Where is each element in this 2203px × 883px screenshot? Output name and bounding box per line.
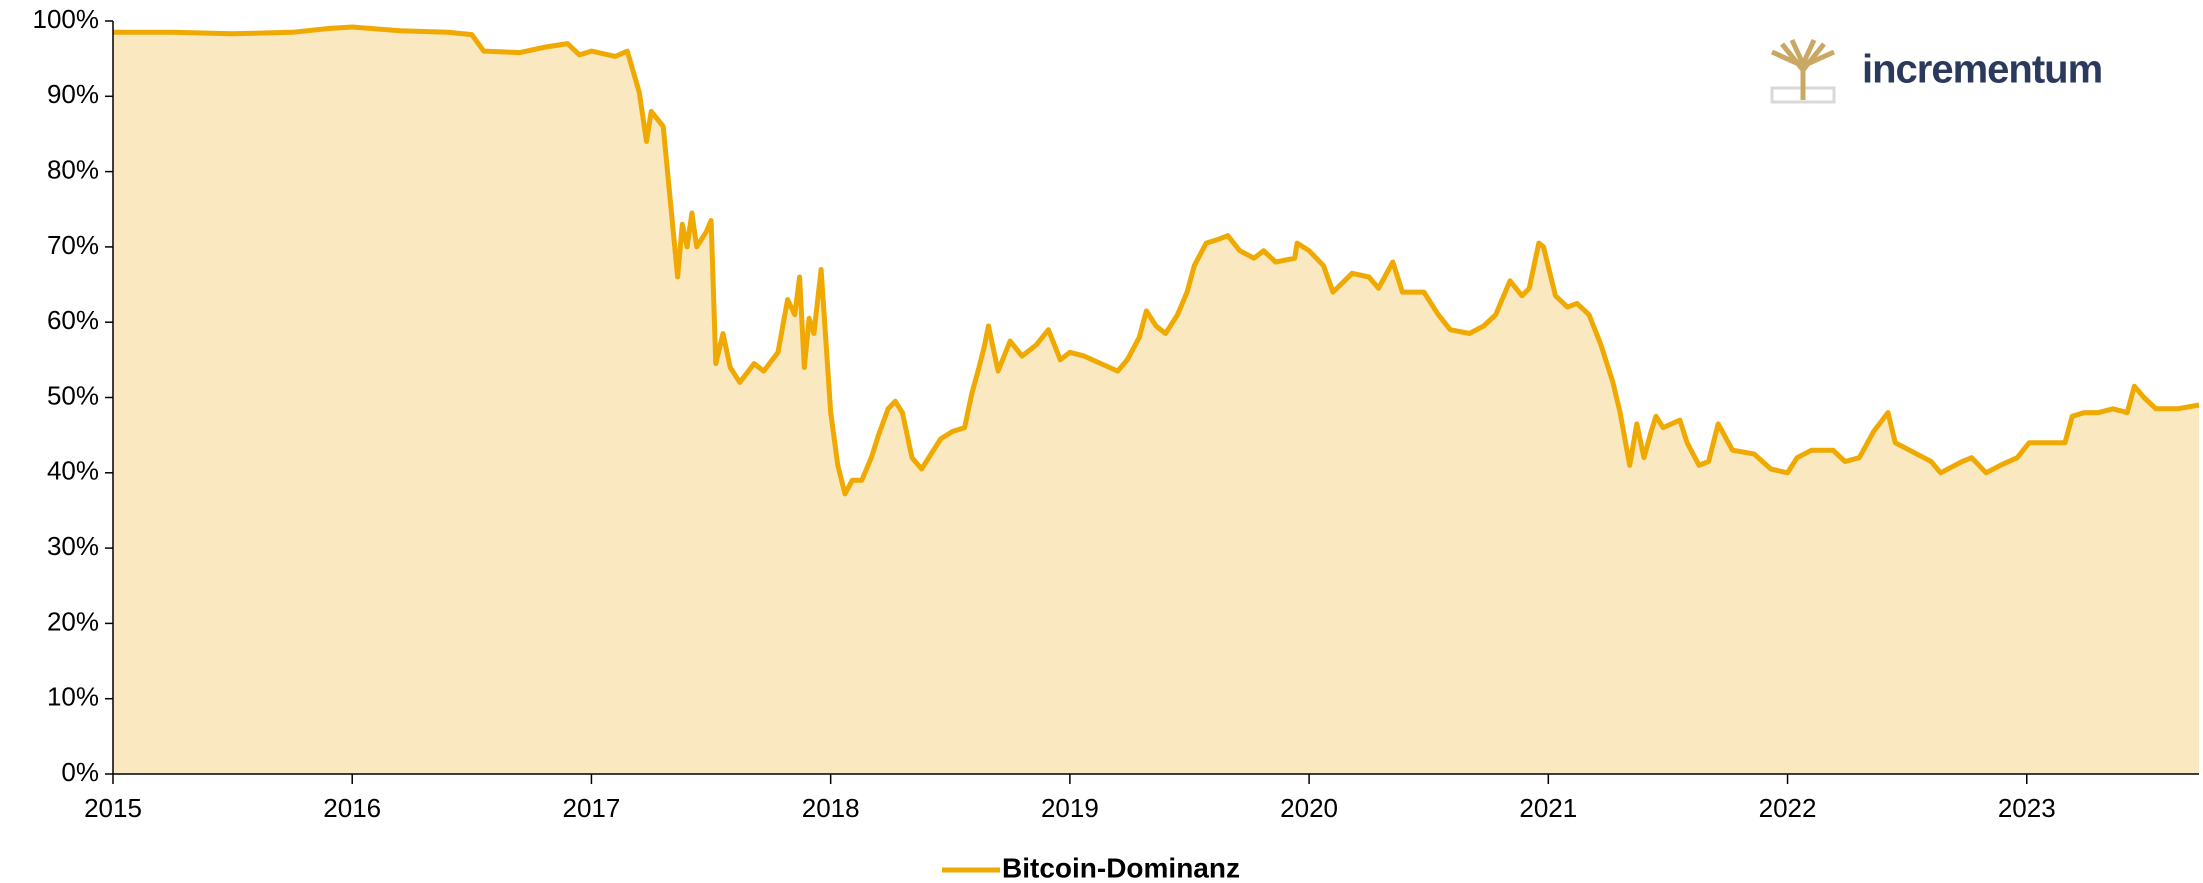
y-tick-label: 100% bbox=[33, 4, 100, 34]
line bbox=[113, 24, 2200, 497]
x-tick-label: 2023 bbox=[1998, 793, 2056, 823]
logo-tree bbox=[1770, 38, 1836, 100]
y-tick-label: 10% bbox=[47, 682, 99, 712]
y-tick-label: 40% bbox=[47, 456, 99, 486]
legend-label: Bitcoin-Dominanz bbox=[1002, 852, 1240, 883]
y-tick-label: 60% bbox=[47, 305, 99, 335]
y-tick-label: 90% bbox=[47, 79, 99, 109]
y-tick-label: 80% bbox=[47, 154, 99, 184]
x-tick-label: 2020 bbox=[1280, 793, 1338, 823]
x-tick-label: 2021 bbox=[1519, 793, 1577, 823]
x-tick-label: 2019 bbox=[1041, 793, 1099, 823]
y-tick-label: 70% bbox=[47, 230, 99, 260]
x-tick-label: 2015 bbox=[84, 793, 142, 823]
x-tick-label: 2017 bbox=[563, 793, 621, 823]
area-fill bbox=[113, 27, 2199, 774]
y-tick-label: 30% bbox=[47, 531, 99, 561]
x-tick-label: 2016 bbox=[323, 793, 381, 823]
y-tick-label: 0% bbox=[61, 757, 99, 787]
x-tick-label: 2018 bbox=[802, 793, 860, 823]
x-tick-label: 2022 bbox=[1759, 793, 1817, 823]
y-tick-label: 20% bbox=[47, 606, 99, 636]
y-tick-label: 50% bbox=[47, 380, 99, 410]
logo-text: incrementum bbox=[1862, 48, 2102, 92]
logo: incrementum bbox=[1770, 38, 2103, 104]
